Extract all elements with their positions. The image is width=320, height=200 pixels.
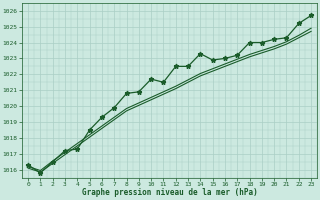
X-axis label: Graphe pression niveau de la mer (hPa): Graphe pression niveau de la mer (hPa) (82, 188, 258, 197)
